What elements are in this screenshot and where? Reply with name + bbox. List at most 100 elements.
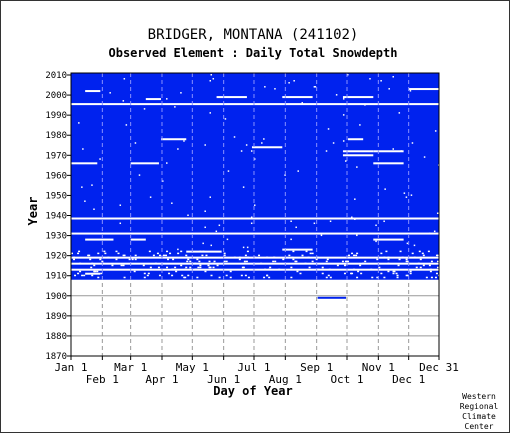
chart-subtitle: Observed Element : Daily Total Snowdepth [109, 46, 398, 60]
missing-day [177, 253, 179, 255]
y-tick-label: 1890 [45, 312, 67, 322]
missing-day [423, 255, 425, 257]
missing-day [189, 261, 191, 263]
missing-day [115, 259, 117, 261]
missing-day [230, 271, 232, 273]
missing-day [163, 255, 165, 257]
missing-day [81, 275, 83, 277]
missing-day [322, 267, 324, 269]
missing-day [318, 269, 320, 271]
missing-day [359, 265, 361, 267]
missing-day [158, 267, 160, 269]
missing-day [94, 271, 96, 273]
missing-day [73, 257, 75, 259]
y-tick-label: 1910 [45, 272, 67, 282]
missing-day [312, 253, 314, 255]
missing-day [180, 251, 182, 253]
missing-day [431, 261, 433, 263]
missing-day [228, 170, 230, 172]
missing-day [111, 265, 113, 267]
missing-day [378, 267, 380, 269]
missing-segment [85, 90, 100, 92]
missing-day [199, 251, 201, 253]
missing-segment [217, 96, 247, 98]
missing-day [93, 265, 95, 267]
missing-day [435, 277, 437, 279]
x-tick-label: Oct 1 [330, 373, 363, 386]
missing-day [96, 271, 98, 273]
y-tick-label: 1880 [45, 332, 67, 342]
missing-day [418, 263, 420, 265]
missing-segment [85, 273, 100, 275]
missing-day [297, 170, 299, 172]
missing-day [123, 265, 125, 267]
missing-day [234, 136, 236, 138]
missing-day [211, 275, 213, 277]
missing-day [420, 267, 422, 269]
missing-day [147, 275, 149, 277]
missing-day [211, 245, 213, 247]
missing-day [429, 265, 431, 267]
missing-year [71, 218, 439, 220]
missing-segment [71, 233, 439, 235]
missing-day [296, 271, 298, 273]
missing-day [356, 277, 358, 279]
missing-day [290, 239, 292, 241]
missing-day [328, 275, 330, 277]
x-tick-label: Apr 1 [145, 373, 178, 386]
missing-day [348, 255, 350, 257]
credit-line: Climate [462, 412, 496, 421]
missing-day [278, 269, 280, 271]
missing-day [392, 148, 394, 150]
missing-day [183, 277, 185, 279]
missing-segment [71, 162, 97, 164]
missing-day [423, 265, 425, 267]
missing-day [171, 202, 173, 204]
data-segment [318, 297, 346, 299]
missing-day [387, 257, 389, 259]
missing-day [166, 267, 168, 269]
missing-day [420, 257, 422, 259]
missing-day [149, 251, 151, 253]
missing-day [185, 267, 187, 269]
missing-day [402, 257, 404, 259]
missing-day [434, 231, 436, 233]
missing-day [204, 210, 206, 212]
missing-day [210, 267, 212, 269]
missing-day [426, 277, 428, 279]
missing-day [261, 142, 263, 144]
missing-day [399, 112, 401, 114]
missing-day [248, 277, 250, 279]
missing-segment [71, 269, 439, 271]
missing-day [431, 277, 433, 279]
missing-day [189, 267, 191, 269]
missing-day [204, 144, 206, 146]
missing-day [359, 124, 361, 126]
missing-segment [343, 96, 373, 98]
missing-segment [85, 239, 113, 241]
missing-segment [71, 263, 439, 265]
missing-day [290, 277, 292, 279]
missing-day [258, 255, 260, 257]
missing-day [342, 261, 344, 263]
missing-day [159, 275, 161, 277]
x-tick-label: Dec 1 [392, 373, 425, 386]
credit-line: Regional [460, 402, 499, 411]
missing-day [387, 271, 389, 273]
y-axis-label: Year [26, 197, 40, 226]
missing-day [355, 255, 357, 257]
missing-day [204, 271, 206, 273]
chart-title: BRIDGER, MONTANA (241102) [148, 27, 359, 43]
missing-day [305, 263, 307, 265]
missing-day [404, 192, 406, 194]
missing-day [73, 259, 75, 261]
missing-day [247, 247, 249, 249]
missing-day [199, 267, 201, 269]
missing-day [224, 261, 226, 263]
missing-day [148, 273, 150, 275]
missing-day [293, 80, 295, 82]
missing-day [401, 150, 403, 152]
missing-day [430, 269, 432, 271]
missing-day [171, 269, 173, 271]
